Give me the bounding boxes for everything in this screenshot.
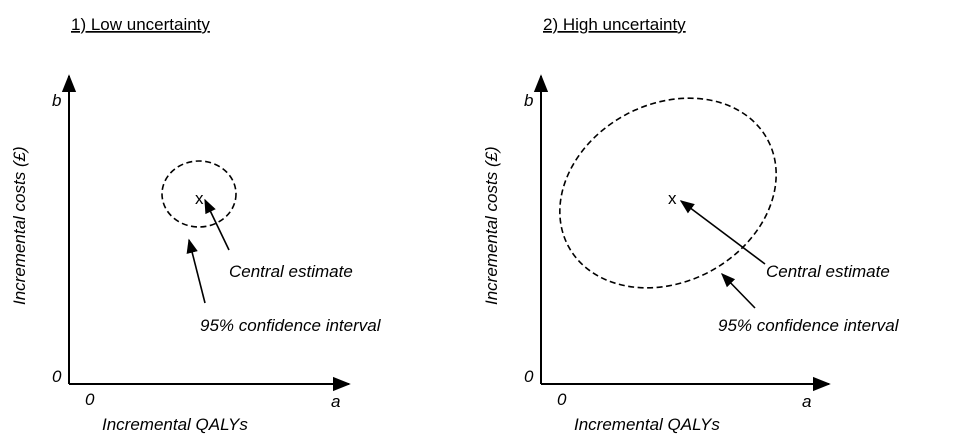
- panel-1-estimate-arrow: [204, 198, 230, 251]
- panel-2-estimate-arrow: [679, 200, 766, 265]
- panel-1-y-origin-label: 0: [52, 367, 62, 386]
- panel-1-x-max-label: a: [331, 392, 340, 411]
- panel-2-interval-label: 95% confidence interval: [718, 316, 900, 335]
- panel-low-uncertainty: 1) Low uncertainty b a 0 0 Incremental Q…: [10, 15, 382, 434]
- panel-high-uncertainty: 2) High uncertainty b a 0 0 Incremental …: [482, 15, 900, 434]
- panel-1-estimate-marker: x: [195, 189, 204, 208]
- panel-1-confidence-ellipse: [161, 160, 237, 228]
- panel-1-estimate-label: Central estimate: [229, 262, 353, 281]
- panel-1-interval-arrow: [186, 238, 206, 304]
- panel-2-x-max-label: a: [802, 392, 811, 411]
- panel-2-y-axis-label: Incremental costs (£): [482, 146, 501, 305]
- panel-2-x-axis-label: Incremental QALYs: [574, 415, 720, 434]
- panel-1-x-origin-label: 0: [85, 390, 95, 409]
- panel-1-y-axis-label: Incremental costs (£): [10, 146, 29, 305]
- panel-2-estimate-marker: x: [668, 189, 677, 208]
- panel-1-y-max-label: b: [52, 91, 61, 110]
- panel-1-x-axis-label: Incremental QALYs: [102, 415, 248, 434]
- panel-2-interval-arrow: [720, 272, 756, 309]
- panel-2-estimate-label: Central estimate: [766, 262, 890, 281]
- panel-1-title: 1) Low uncertainty: [71, 15, 210, 34]
- panel-2-title: 2) High uncertainty: [543, 15, 686, 34]
- panel-2-x-origin-label: 0: [557, 390, 567, 409]
- panel-2-y-origin-label: 0: [524, 367, 534, 386]
- panel-1-interval-label: 95% confidence interval: [200, 316, 382, 335]
- panel-2-y-max-label: b: [524, 91, 533, 110]
